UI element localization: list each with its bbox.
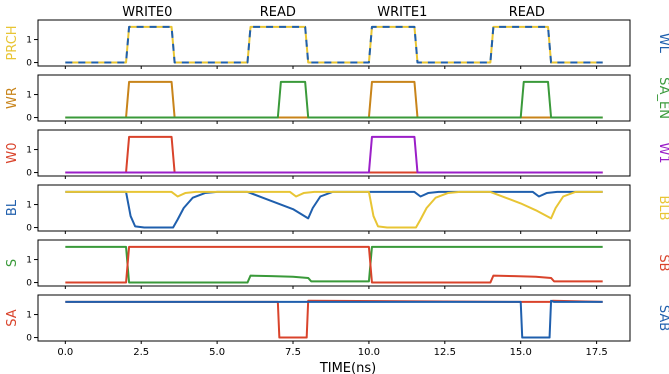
series-line-w1 xyxy=(65,135,603,174)
panel-frame xyxy=(37,294,631,342)
right-axis-label: SAB xyxy=(656,305,669,331)
y-tick-label: 1 xyxy=(26,36,32,46)
series-line-sa-en xyxy=(65,80,603,119)
x-tick-label: 5.0 xyxy=(209,347,225,358)
x-axis-label: TIME(ns) xyxy=(319,361,376,374)
left-axis-label: WR xyxy=(5,87,20,109)
panel: 0 1 SA SAB xyxy=(5,294,669,344)
left-axis-label: S xyxy=(5,259,20,267)
x-tick-label: 12.5 xyxy=(434,347,456,358)
panel: 0 1 BL BLB xyxy=(5,184,669,234)
panel-frame xyxy=(37,184,631,232)
y-tick-label: 1 xyxy=(26,311,32,321)
panel-frame xyxy=(37,74,631,122)
right-axis-label: SB xyxy=(656,254,669,271)
right-axis-label: W1 xyxy=(656,142,669,163)
x-axis: 0.0 2.5 5.0 7.5 10.0 12.5 15.0 17.5 xyxy=(57,347,607,358)
phase-labels: WRITE0 READ WRITE1 READ xyxy=(122,5,545,20)
x-tick-label: 15.0 xyxy=(510,347,532,358)
series-line-w0 xyxy=(65,135,603,174)
phase-label: WRITE1 xyxy=(377,5,427,20)
panel: 0 1 PRCH WL xyxy=(5,19,669,69)
y-tick-label: 1 xyxy=(26,146,32,156)
phase-label: READ xyxy=(260,5,296,20)
x-tick-label: 7.5 xyxy=(285,347,301,358)
series-line-sb xyxy=(65,245,603,284)
right-axis-label: SA_EN xyxy=(656,77,669,119)
y-tick-label: 1 xyxy=(26,256,32,266)
series-line-s xyxy=(65,245,603,284)
y-tick-label: 0 xyxy=(26,114,32,124)
left-axis-label: W0 xyxy=(5,142,20,163)
panel-frame xyxy=(37,239,631,287)
series-line-blb xyxy=(65,190,603,229)
right-axis-label: BLB xyxy=(656,195,669,220)
phase-label: READ xyxy=(509,5,545,20)
left-axis-label: SA xyxy=(5,309,20,326)
left-axis-label: PRCH xyxy=(5,25,20,60)
x-tick-label: 2.5 xyxy=(133,347,149,358)
series-line-wl xyxy=(65,25,603,64)
phase-label: WRITE0 xyxy=(122,5,172,20)
series-line-sab xyxy=(65,299,603,339)
panel: 0 1S SB xyxy=(5,239,669,289)
y-tick-label: 0 xyxy=(26,169,32,179)
y-tick-label: 0 xyxy=(26,59,32,69)
y-tick-label: 0 xyxy=(26,279,32,289)
series-line-bl xyxy=(65,190,603,229)
y-tick-label: 1 xyxy=(26,91,32,101)
panel-frame xyxy=(37,129,631,177)
right-axis-label: WL xyxy=(656,33,669,54)
panel: 0 1 W0 W1 xyxy=(5,129,669,179)
y-tick-label: 0 xyxy=(26,334,32,344)
left-axis-label: BL xyxy=(5,199,20,216)
panel-frame xyxy=(37,19,631,67)
series-line-prch xyxy=(65,25,603,64)
x-tick-label: 17.5 xyxy=(585,347,607,358)
panel: 0 1 WR SA_EN xyxy=(5,74,669,124)
x-tick-label: 0.0 xyxy=(57,347,73,358)
y-tick-label: 1 xyxy=(26,201,32,211)
y-tick-label: 0 xyxy=(26,224,32,234)
x-tick-label: 10.0 xyxy=(358,347,380,358)
